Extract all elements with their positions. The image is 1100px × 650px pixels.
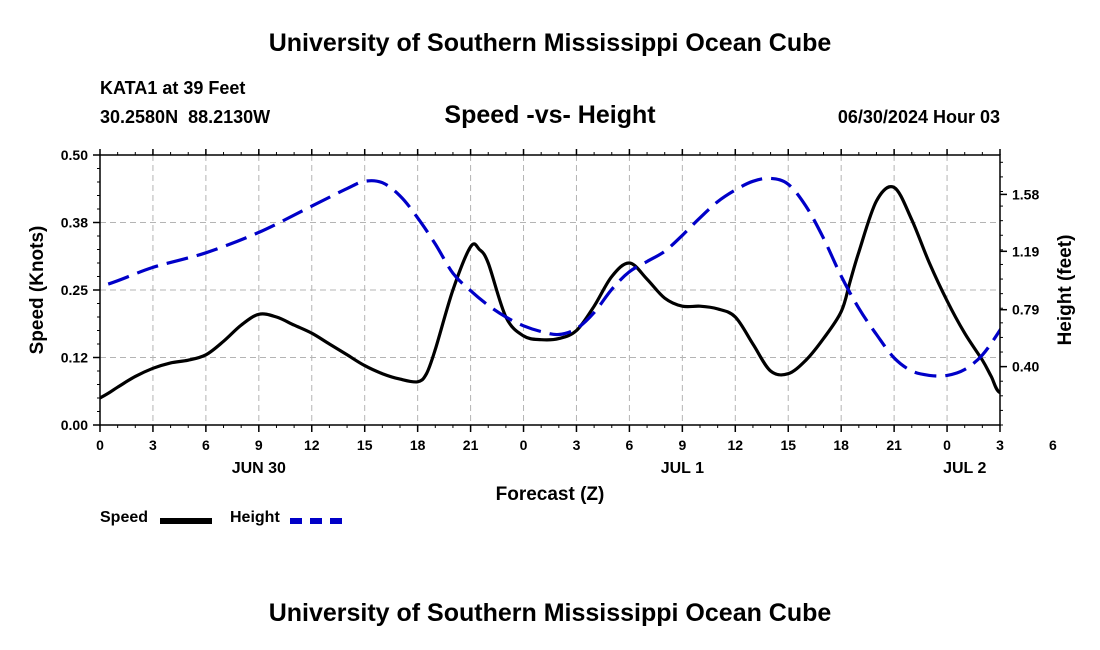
x-day-label: JUL 2 (943, 460, 986, 477)
grid-lines (100, 155, 1000, 425)
x-tick-label: 15 (780, 437, 796, 453)
series-lines (100, 176, 1000, 400)
forecast-date: 06/30/2024 Hour 03 (837, 107, 1000, 127)
x-tick-label: 3 (149, 437, 157, 453)
station-coordinates: 30.2580N 88.2130W (100, 107, 271, 127)
y2-tick-label: 1.58 (1012, 186, 1039, 202)
y-tick-label: 0.50 (61, 147, 88, 163)
x-tick-label: 21 (463, 437, 479, 453)
x-tick-label: 0 (96, 437, 104, 453)
footer-title: University of Southern Mississippi Ocean… (268, 599, 832, 627)
legend-speed-swatch (160, 518, 212, 524)
page-title: University of Southern Mississippi Ocean… (268, 29, 832, 57)
series-line-speed (100, 185, 1000, 400)
x-tick-label: 21 (886, 437, 902, 453)
x-tick-label: 9 (255, 437, 263, 453)
station-label: KATA1 at 39 Feet (100, 78, 246, 98)
x-tick-label: 6 (626, 437, 634, 453)
y2-tick-label: 0.40 (1012, 359, 1039, 375)
legend-height-label: Height (230, 509, 280, 526)
y2-tick-label: 1.19 (1012, 243, 1039, 259)
x-axis-title: Forecast (Z) (496, 484, 605, 505)
series-line-height (100, 176, 1000, 378)
x-tick-label: 9 (678, 437, 686, 453)
x-day-label: JUL 1 (661, 460, 704, 477)
legend-speed-label: Speed (100, 509, 149, 526)
y2-tick-label: 0.79 (1012, 302, 1039, 318)
y-tick-label: 0.00 (61, 417, 88, 433)
x-tick-label: 12 (728, 437, 744, 453)
x-tick-label: 15 (357, 437, 373, 453)
x-tick-label: 3 (996, 437, 1004, 453)
x-tick-label: 6 (1049, 437, 1057, 453)
y-axis-title: Speed (Knots) (27, 226, 48, 355)
y2-axis-title: Height (feet) (1055, 235, 1076, 346)
legend-height-swatch (290, 518, 342, 524)
x-tick-label: 0 (943, 437, 951, 453)
y-tick-label: 0.25 (61, 282, 88, 298)
x-tick-label: 12 (304, 437, 320, 453)
y-tick-label: 0.12 (61, 350, 88, 366)
axis-ticks (93, 149, 1007, 432)
x-tick-label: 3 (573, 437, 581, 453)
x-tick-label: 0 (520, 437, 528, 453)
axis-labels: 0 3 6 9 12 15 18 21 0 3 6 9 12 15 18 21 0 3 6 0.00 0.12 0.25 0… (27, 147, 1076, 505)
x-tick-label: 18 (833, 437, 849, 453)
x-tick-label: 18 (410, 437, 426, 453)
x-tick-label: 6 (202, 437, 210, 453)
x-day-label: JUN 30 (232, 460, 286, 477)
y-tick-label: 0.38 (61, 215, 88, 231)
chart-title: Speed -vs- Height (444, 101, 656, 129)
